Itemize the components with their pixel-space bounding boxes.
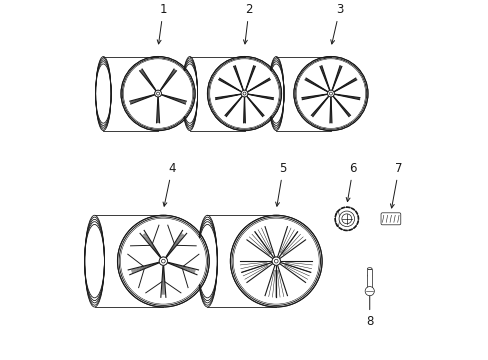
Ellipse shape xyxy=(366,268,371,270)
Text: 1: 1 xyxy=(157,3,167,44)
Circle shape xyxy=(365,287,374,296)
Circle shape xyxy=(159,257,167,265)
Circle shape xyxy=(123,59,192,128)
Circle shape xyxy=(159,257,167,265)
Circle shape xyxy=(338,211,354,226)
Text: 5: 5 xyxy=(275,162,286,206)
Text: 7: 7 xyxy=(389,162,402,208)
Circle shape xyxy=(327,90,334,97)
Text: 8: 8 xyxy=(366,272,373,328)
Circle shape xyxy=(327,90,334,97)
FancyBboxPatch shape xyxy=(380,213,400,225)
Circle shape xyxy=(271,257,280,265)
Circle shape xyxy=(154,90,161,97)
Circle shape xyxy=(241,90,247,97)
Text: 3: 3 xyxy=(330,3,343,44)
Circle shape xyxy=(296,59,365,128)
Text: 6: 6 xyxy=(346,162,356,202)
Text: 4: 4 xyxy=(163,162,176,206)
Circle shape xyxy=(154,90,161,97)
Bar xyxy=(366,269,371,290)
Text: 2: 2 xyxy=(243,3,252,44)
Circle shape xyxy=(210,59,278,128)
Circle shape xyxy=(121,219,205,304)
Circle shape xyxy=(271,257,280,265)
Circle shape xyxy=(233,219,318,304)
Circle shape xyxy=(241,90,247,97)
